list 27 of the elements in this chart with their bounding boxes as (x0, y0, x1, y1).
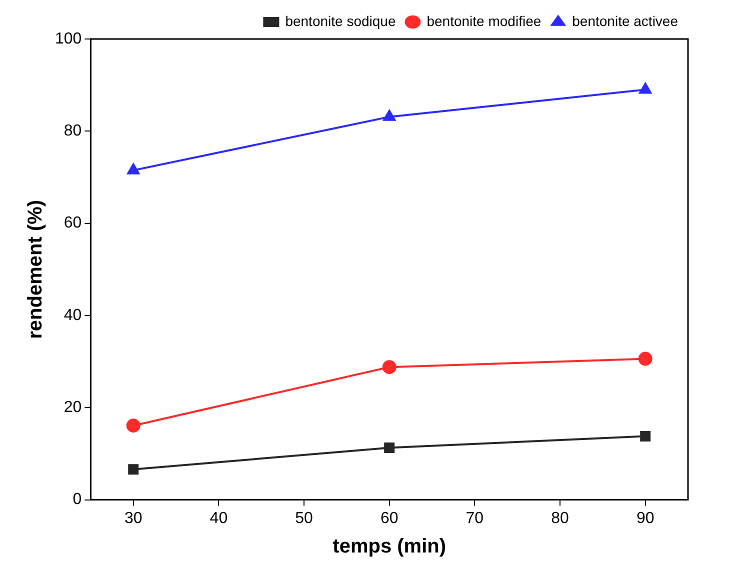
point (126, 418, 140, 433)
point (384, 442, 395, 453)
x-tick-label: 80 (551, 510, 570, 527)
point (128, 464, 139, 475)
y-axis-title: rendement (%) (24, 200, 47, 339)
y-tick-label: 40 (64, 306, 82, 324)
point (639, 82, 652, 94)
x-tick-label: 90 (636, 510, 654, 527)
y-tick-label: 100 (54, 30, 82, 48)
legend-label: bentonite modifiee (426, 12, 542, 29)
legend-label: bentonite activee (572, 12, 678, 29)
x-axis-title: temps (min) (332, 536, 446, 558)
point (638, 352, 652, 366)
point (383, 110, 396, 121)
x-tick-label: 50 (295, 510, 314, 527)
x-tick-label: 60 (380, 510, 398, 527)
point (382, 360, 396, 374)
y-tick-label: 20 (64, 399, 82, 416)
y-tick-label: 60 (64, 214, 82, 232)
point (640, 430, 651, 442)
point (127, 163, 140, 174)
legend-label: bentonite sodique (285, 12, 396, 29)
y-tick-label: 80 (64, 122, 82, 140)
x-tick-label: 70 (466, 510, 484, 527)
y-tick-label: 0 (72, 491, 82, 508)
x-tick-label: 40 (210, 510, 228, 527)
x-tick-label: 30 (124, 510, 142, 527)
